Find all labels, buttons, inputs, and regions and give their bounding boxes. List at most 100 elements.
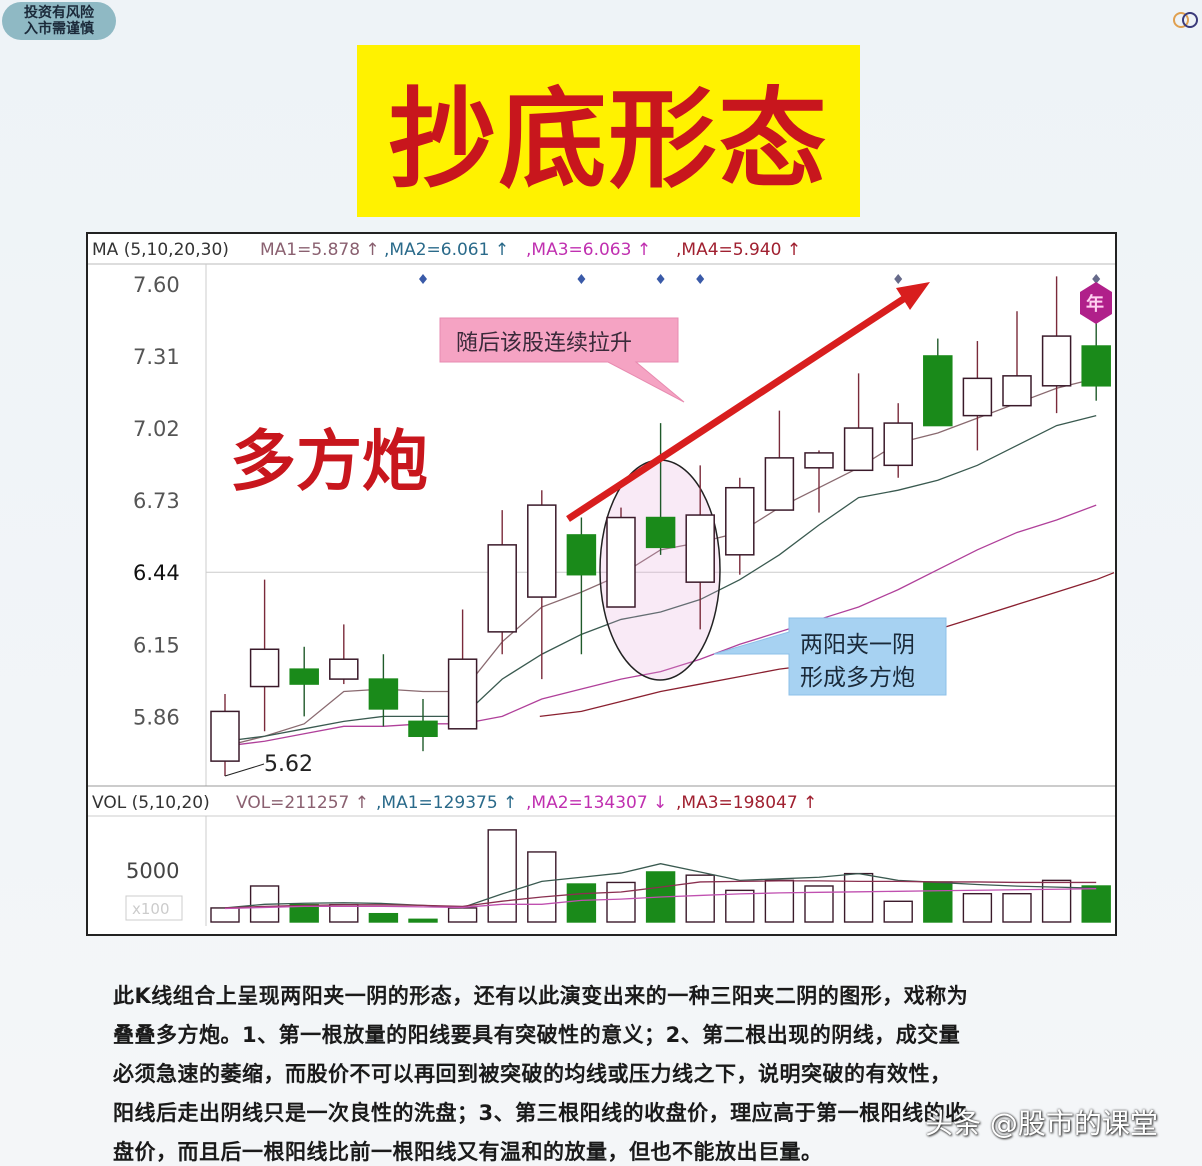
pattern-name-label: 多方炮 xyxy=(230,423,428,500)
signal-diamond-icon xyxy=(696,274,705,284)
volume-bar xyxy=(408,918,438,923)
volume-bar xyxy=(923,881,953,923)
ma-line-ma2 xyxy=(224,414,1097,742)
signal-diamond-icon xyxy=(656,274,665,284)
candle-body xyxy=(566,534,597,576)
vol-legend-item: ,MA2=134307 ↓ xyxy=(526,793,667,813)
candle-body xyxy=(606,516,636,608)
candle xyxy=(329,624,359,685)
vol-legend-item: ,MA1=129375 ↑ xyxy=(376,793,517,813)
candle xyxy=(725,477,755,575)
risk-warning-badge: 投资有风险 入市需谨慎 xyxy=(2,2,116,40)
candle xyxy=(606,507,636,608)
vol-legend-item: VOL=211257 ↑ xyxy=(236,793,369,813)
volume-bar xyxy=(368,912,399,923)
volume-bar xyxy=(527,851,557,923)
title-banner: 抄底形态 xyxy=(357,45,860,217)
price-tick-label: 6.44 xyxy=(133,561,180,585)
volume-bar xyxy=(566,883,597,923)
vol-legend-label: VOL (5,10,20) xyxy=(92,793,210,813)
price-tick-label: 6.73 xyxy=(133,489,180,513)
volume-unit-label: x100 xyxy=(132,900,170,918)
candle-body xyxy=(527,504,557,598)
paragraph-line-5: 盘价，而且后一根阳线比前一根阳线又有温和的放量，但也不能放出巨量。 xyxy=(113,1140,823,1164)
candle-body xyxy=(408,720,438,738)
candle xyxy=(883,403,913,478)
stock-chart: MA (5,10,20,30) MA1=5.878 ↑ ,MA2=6.061 ↑ ,M… xyxy=(86,232,1117,936)
chart-canvas: MA (5,10,20,30) MA1=5.878 ↑ ,MA2=6.061 ↑ ,M… xyxy=(88,240,1115,926)
candle xyxy=(289,646,319,717)
vol-legend-item: ,MA3=198047 ↑ xyxy=(676,793,817,813)
candle xyxy=(962,341,993,451)
signal-diamond-icon xyxy=(419,274,427,284)
ma-legend-item: ,MA4=5.940 ↑ xyxy=(676,240,801,260)
rise-callout-text: 随后该股连续拉升 xyxy=(456,331,632,356)
candle xyxy=(527,490,557,680)
candle-body xyxy=(329,658,359,680)
candle xyxy=(487,510,517,655)
pattern-callout-line-2: 形成多方炮 xyxy=(800,665,915,691)
candle-body xyxy=(487,544,517,633)
volume-tick-label: 5000 xyxy=(126,859,179,883)
price-tick-label: 7.31 xyxy=(133,345,180,369)
trend-arrow-shaft xyxy=(566,293,910,522)
candle xyxy=(210,694,240,777)
rise-callout-box xyxy=(439,317,685,403)
candle xyxy=(566,517,597,655)
volume-bar xyxy=(210,907,240,923)
candle-body xyxy=(249,648,280,688)
trend-arrow-head-icon xyxy=(896,282,930,310)
candle xyxy=(685,465,715,630)
price-tick-label: 6.15 xyxy=(133,633,180,657)
badge-line-1: 投资有风险 xyxy=(24,5,94,21)
year-badge-icon xyxy=(1080,282,1112,324)
volume-bar xyxy=(447,907,478,923)
candle xyxy=(447,609,478,730)
candle-body xyxy=(1081,345,1111,387)
candle-body xyxy=(289,668,319,685)
volume-bar xyxy=(725,889,755,923)
candle-body xyxy=(883,422,913,467)
volume-bar xyxy=(289,903,319,923)
ma-legend-item: MA1=5.878 ↑ xyxy=(260,240,380,260)
candle-body xyxy=(764,457,795,511)
volume-unit-box xyxy=(125,895,183,921)
candle-body xyxy=(685,514,715,583)
volume-bar xyxy=(1002,892,1032,923)
candle xyxy=(804,450,834,513)
ma-line-ma3 xyxy=(224,504,1097,747)
volume-bar xyxy=(804,885,834,923)
volume-bar xyxy=(962,892,993,923)
volume-bar xyxy=(1081,885,1111,923)
ma-legend-label: MA (5,10,20,30) xyxy=(92,240,229,260)
candle-body xyxy=(725,486,755,556)
volume-ma-line-ma2 xyxy=(224,880,1097,909)
volume-bar xyxy=(764,879,795,923)
candle xyxy=(249,579,280,732)
candle xyxy=(1002,311,1032,407)
ma-legend-item: ,MA3=6.063 ↑ xyxy=(526,240,651,260)
price-tick-label: 7.02 xyxy=(133,417,180,441)
candle xyxy=(764,410,795,511)
ma-line-ma4-tail xyxy=(1095,572,1115,581)
candle-body xyxy=(923,355,953,427)
low-price-label: 5.62 xyxy=(264,752,313,777)
paragraph-line-1: 此K线组合上呈现两阳夹一阴的形态，还有以此演变出来的一种三阳夹二阴的图形，戏称为 xyxy=(113,984,969,1008)
volume-bar xyxy=(685,874,715,923)
candle-body xyxy=(447,658,478,730)
volume-bar xyxy=(487,829,517,923)
volume-ma-line-ma1 xyxy=(224,863,1097,909)
signal-diamond-icon xyxy=(577,274,586,284)
page-title: 抄底形态 xyxy=(388,78,829,203)
candle xyxy=(923,338,953,427)
low-pointer-line xyxy=(224,763,265,777)
pattern-callout-line-1: 两阳夹一阴 xyxy=(800,632,915,658)
candle-body xyxy=(1041,335,1072,387)
candle-body xyxy=(645,516,676,549)
candle-body xyxy=(962,377,993,417)
price-tick-label: 7.60 xyxy=(133,273,180,297)
volume-bar xyxy=(329,903,359,923)
pattern-callout-box xyxy=(713,617,947,696)
candle-body xyxy=(1002,375,1032,407)
paragraph-line-4: 阳线后走出阴线只是一次良性的洗盘；3、第三根阳线的收盘价，理应高于第一根阳线的收 xyxy=(113,1101,967,1125)
